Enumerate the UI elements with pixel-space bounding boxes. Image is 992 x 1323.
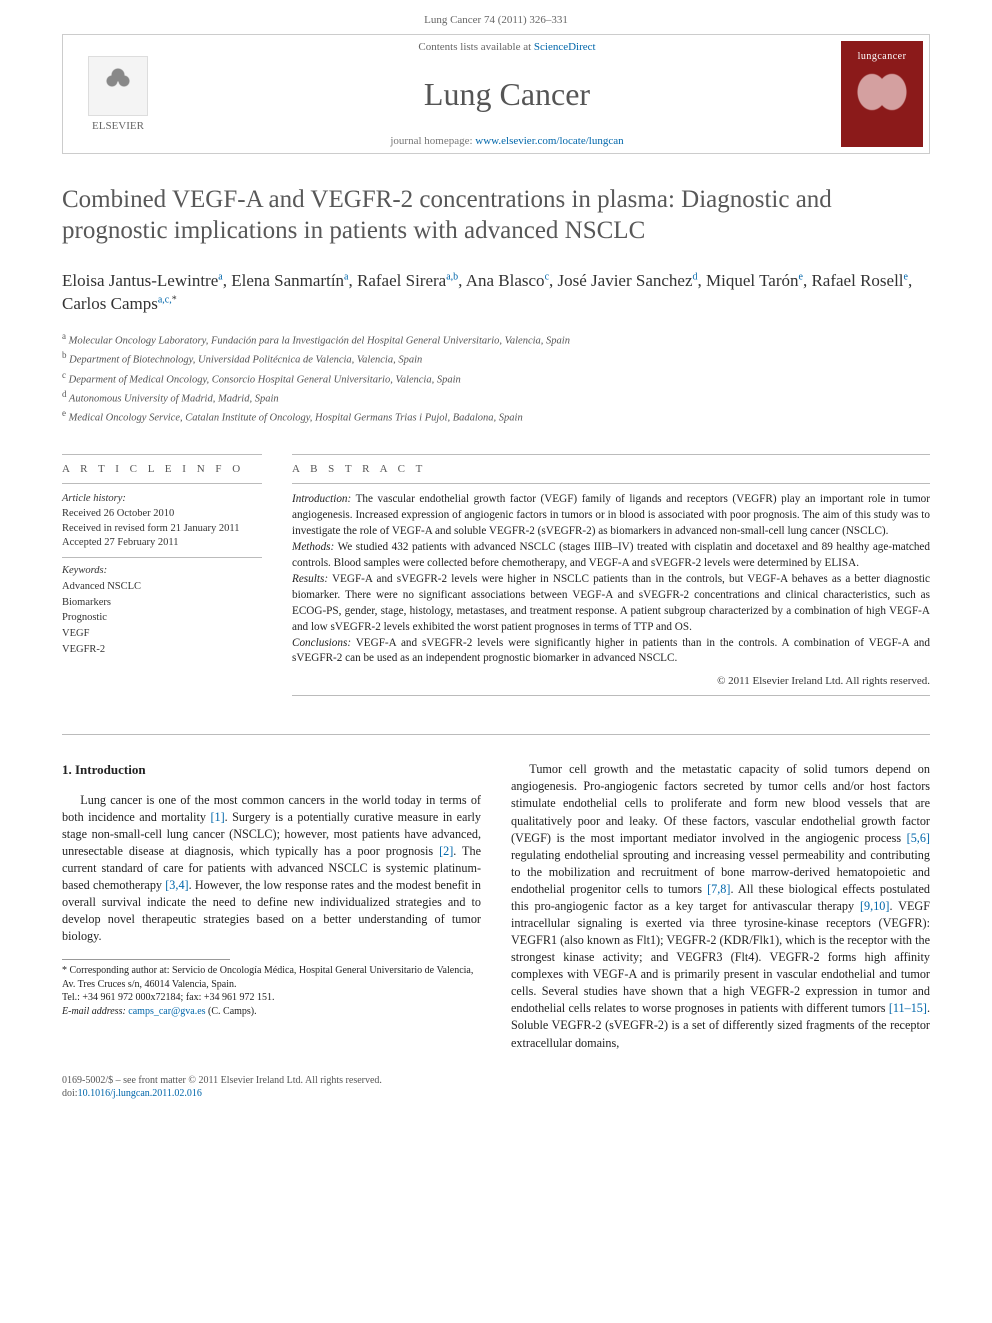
sciencedirect-link[interactable]: ScienceDirect <box>534 41 596 53</box>
ref-link[interactable]: [3,4] <box>165 878 188 892</box>
contents-pre: Contents lists available at <box>418 41 533 53</box>
affiliation: c Deparment of Medical Oncology, Consorc… <box>62 369 930 388</box>
journal-cover: lungcancer <box>841 41 923 147</box>
lung-icon <box>857 72 907 112</box>
doi-label: doi: <box>62 1088 78 1099</box>
abstract-section: Results: VEGF-A and sVEGFR-2 levels were… <box>292 572 930 636</box>
journal-header-bar: ELSEVIER Contents lists available at Sci… <box>62 34 930 154</box>
email-label: E-mail address: <box>62 1006 128 1017</box>
keyword: VEGF <box>62 626 262 642</box>
fax-label: ; fax: <box>181 992 204 1003</box>
doi-link[interactable]: 10.1016/j.lungcan.2011.02.016 <box>78 1088 202 1099</box>
page-footer: 0169-5002/$ – see front matter © 2011 El… <box>62 1074 930 1100</box>
header-center: Contents lists available at ScienceDirec… <box>173 35 841 153</box>
keyword: VEGFR-2 <box>62 642 262 658</box>
history-label: Article history: <box>62 492 262 507</box>
affiliation: a Molecular Oncology Laboratory, Fundaci… <box>62 330 930 349</box>
footnote-separator <box>62 959 230 960</box>
keywords-list: Advanced NSCLCBiomarkersPrognosticVEGFVE… <box>62 579 262 658</box>
body-p2: Tumor cell growth and the metastatic cap… <box>511 761 930 1051</box>
abstract-section: Methods: We studied 432 patients with ad… <box>292 540 930 572</box>
elsevier-label: ELSEVIER <box>92 120 144 132</box>
abstract-text: Introduction: The vascular endothelial g… <box>292 492 930 667</box>
email-who: (C. Camps). <box>206 1006 257 1017</box>
section-title: Introduction <box>75 762 146 777</box>
ref-link[interactable]: [5,6] <box>907 831 930 845</box>
article-info-column: A R T I C L E I N F O Article history: R… <box>62 446 262 704</box>
keywords-label: Keywords: <box>62 564 262 579</box>
history-accepted: Accepted 27 February 2011 <box>62 536 262 551</box>
article-info-label: A R T I C L E I N F O <box>62 463 262 475</box>
homepage-link[interactable]: www.elsevier.com/locate/lungcan <box>475 135 623 147</box>
contents-line: Contents lists available at ScienceDirec… <box>418 41 595 53</box>
authors: Eloisa Jantus-Lewintrea, Elena Sanmartín… <box>62 269 930 317</box>
history-revised: Received in revised form 21 January 2011 <box>62 522 262 537</box>
elsevier-tree-icon <box>88 56 148 116</box>
body-text: Tumor cell growth and the metastatic cap… <box>511 762 930 844</box>
journal-cover-label: lungcancer <box>858 51 907 62</box>
ref-link[interactable]: [2] <box>439 844 453 858</box>
abstract-section: Conclusions: VEGF-A and sVEGFR-2 levels … <box>292 636 930 668</box>
history-received: Received 26 October 2010 <box>62 507 262 522</box>
article-title: Combined VEGF-A and VEGFR-2 concentratio… <box>62 184 930 247</box>
body-columns: 1. Introduction Lung cancer is one of th… <box>62 761 930 1051</box>
section-heading: 1. Introduction <box>62 761 481 779</box>
keyword: Advanced NSCLC <box>62 579 262 595</box>
affiliation: b Department of Biotechnology, Universid… <box>62 349 930 368</box>
corr-label: * Corresponding author at: <box>62 965 172 976</box>
affiliation: e Medical Oncology Service, Catalan Inst… <box>62 407 930 426</box>
homepage-line: journal homepage: www.elsevier.com/locat… <box>390 135 623 147</box>
issn-line: 0169-5002/$ – see front matter © 2011 El… <box>62 1074 930 1087</box>
abstract-label: A B S T R A C T <box>292 463 930 475</box>
ref-link[interactable]: [1] <box>210 810 224 824</box>
abstract-copyright: © 2011 Elsevier Ireland Ltd. All rights … <box>292 675 930 687</box>
abstract-section: Introduction: The vascular endothelial g… <box>292 492 930 540</box>
affiliations: a Molecular Oncology Laboratory, Fundaci… <box>62 330 930 426</box>
affiliation: d Autonomous University of Madrid, Madri… <box>62 388 930 407</box>
keyword: Biomarkers <box>62 595 262 611</box>
fax: +34 961 972 151. <box>204 992 275 1003</box>
keyword: Prognostic <box>62 610 262 626</box>
body-text: . VEGF intracellular signaling is exerte… <box>511 899 930 1015</box>
ref-link[interactable]: [11–15] <box>889 1001 927 1015</box>
running-head: Lung Cancer 74 (2011) 326–331 <box>0 0 992 34</box>
elsevier-logo-box: ELSEVIER <box>63 35 173 153</box>
ref-link[interactable]: [9,10] <box>860 899 889 913</box>
tel-label: Tel.: <box>62 992 82 1003</box>
email-link[interactable]: camps_car@gva.es <box>128 1006 205 1017</box>
abstract-column: A B S T R A C T Introduction: The vascul… <box>292 446 930 704</box>
corresponding-footnote: * Corresponding author at: Servicio de O… <box>62 964 481 1018</box>
body-p1: Lung cancer is one of the most common ca… <box>62 792 481 946</box>
journal-name: Lung Cancer <box>424 76 590 113</box>
article-history: Article history: Received 26 October 201… <box>62 492 262 657</box>
ref-link[interactable]: [7,8] <box>707 882 730 896</box>
homepage-pre: journal homepage: <box>390 135 475 147</box>
tel: +34 961 972 000x72184 <box>82 992 180 1003</box>
section-number: 1. <box>62 762 72 777</box>
